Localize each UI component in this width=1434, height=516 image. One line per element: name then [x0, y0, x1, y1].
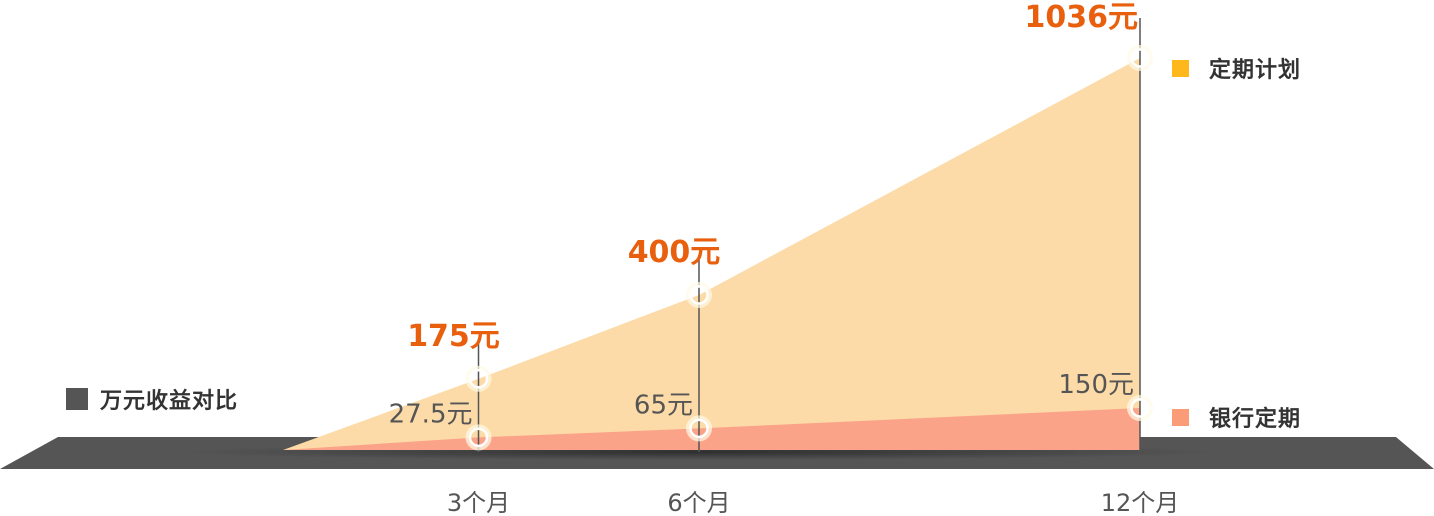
bank-point-glow: [465, 424, 492, 451]
bank-value-label: 27.5元: [389, 399, 473, 429]
caption-square-icon: [66, 388, 88, 410]
bank-point: [468, 427, 489, 448]
plan-area: [283, 58, 1140, 450]
x-tick-label: 12个月: [1101, 489, 1180, 516]
legend-item-plan: 定期计划: [1172, 52, 1301, 84]
x-tick-label: 3个月: [447, 489, 510, 516]
plan-point: [468, 369, 489, 389]
bank-point-glow: [686, 415, 712, 442]
plan-point: [689, 285, 709, 305]
bank-point-glow: [1127, 395, 1153, 421]
plan-value-label: 1036元: [1025, 0, 1139, 35]
chart-caption: 万元收益对比: [66, 386, 239, 414]
caption-text: 万元收益对比: [100, 389, 239, 414]
bank-value-label: 150元: [1058, 370, 1134, 400]
bank-point: [1130, 398, 1150, 418]
bank-point: [689, 418, 709, 439]
legend-item-bank: 银行定期: [1172, 401, 1301, 433]
legend-swatch-plan: [1172, 59, 1189, 77]
legend-label-plan: 定期计划: [1209, 58, 1302, 83]
legend-swatch-bank: [1172, 408, 1189, 426]
plan-point-glow: [686, 281, 712, 308]
plan-point: [1130, 48, 1150, 68]
plan-value-label: 400元: [628, 235, 721, 270]
plan-point-glow: [465, 365, 492, 392]
bank-value-label: 65元: [634, 390, 693, 420]
legend-label-bank: 银行定期: [1209, 407, 1302, 432]
plan-value-label: 175元: [407, 319, 500, 354]
plan-point-glow: [1127, 45, 1153, 71]
x-tick-label: 6个月: [667, 489, 730, 516]
